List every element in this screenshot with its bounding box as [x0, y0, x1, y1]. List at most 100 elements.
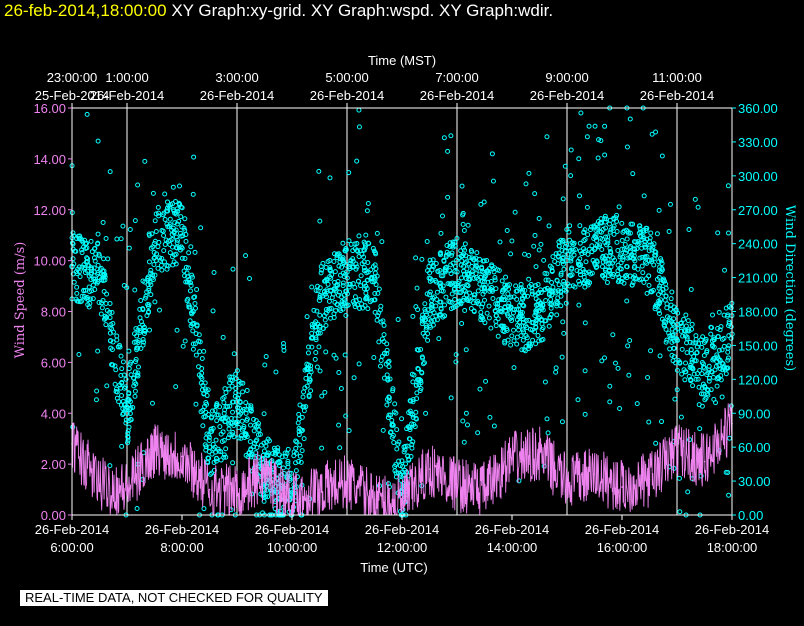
wind-direction-point: [182, 338, 188, 344]
wind-direction-point: [688, 377, 694, 383]
wind-direction-point: [353, 261, 359, 267]
wind-direction-point: [418, 380, 424, 386]
left-axis-label: Wind Speed (m/s): [13, 242, 28, 359]
wind-direction-point: [556, 254, 562, 260]
wind-direction-point: [450, 241, 456, 247]
wind-direction-point: [526, 317, 532, 323]
wind-direction-point: [323, 322, 329, 328]
wind-direction-point: [511, 338, 517, 344]
wind-direction-point: [95, 138, 101, 144]
wind-direction-point: [575, 258, 581, 264]
wind-direction-point: [146, 259, 152, 265]
wind-direction-point: [203, 435, 209, 441]
wind-speed-point: [676, 448, 678, 450]
wind-direction-point: [477, 386, 483, 392]
wind-direction-point: [241, 425, 247, 431]
wind-direction-point: [481, 258, 487, 264]
wind-direction-point: [358, 273, 364, 279]
wind-direction-point: [399, 416, 405, 422]
wind-direction-point: [684, 334, 690, 340]
wind-direction-point: [679, 346, 685, 352]
wind-direction-point: [146, 309, 152, 315]
wind-direction-point: [541, 257, 547, 263]
wind-direction-point: [460, 245, 466, 251]
left-tick-label: 2.00: [41, 457, 66, 472]
wind-direction-point: [502, 338, 508, 344]
wind-direction-point: [293, 460, 299, 466]
wind-direction-point: [627, 245, 633, 251]
wind-direction-point: [229, 383, 235, 389]
wind-direction-point: [192, 305, 198, 311]
wind-direction-point: [355, 278, 361, 284]
wind-direction-point: [588, 224, 594, 230]
wind-direction-point: [276, 462, 282, 468]
wind-direction-point: [677, 360, 683, 366]
wind-direction-point: [512, 209, 518, 215]
wind-direction-point: [506, 282, 512, 288]
wind-direction-point: [336, 370, 342, 376]
wind-direction-point: [384, 397, 390, 403]
wind-direction-point: [607, 399, 613, 405]
wind-direction-point: [656, 274, 662, 280]
wind-direction-point: [615, 262, 621, 268]
wind-direction-point: [346, 284, 352, 290]
wind-direction-point: [559, 419, 565, 425]
wind-direction-point: [562, 163, 568, 169]
wind-direction-point: [723, 371, 729, 377]
wind-direction-point: [469, 255, 475, 261]
wind-direction-point: [667, 315, 673, 321]
wind-direction-point: [438, 299, 444, 305]
wind-direction-point: [230, 460, 236, 466]
wind-direction-point: [112, 381, 118, 387]
wind-direction-point: [704, 391, 710, 397]
wind-direction-point: [162, 241, 168, 247]
wind-direction-point: [682, 377, 688, 383]
wind-direction-point: [336, 263, 342, 269]
wind-direction-point: [654, 231, 660, 237]
wind-direction-point: [231, 434, 237, 440]
wind-direction-point: [642, 259, 648, 265]
plot-frame: [71, 107, 733, 516]
wind-direction-point: [521, 347, 527, 353]
wind-direction-point: [671, 345, 677, 351]
wind-direction-point: [87, 296, 93, 302]
wind-speed-trace: [71, 403, 733, 516]
wind-direction-point: [293, 438, 299, 444]
wind-direction-point: [95, 271, 101, 277]
wind-direction-point: [641, 280, 647, 286]
wind-direction-point: [92, 258, 98, 264]
wind-direction-point: [384, 341, 390, 347]
wind-direction-point: [550, 284, 556, 290]
wind-direction-point: [533, 341, 539, 347]
wind-direction-point: [430, 257, 436, 263]
wind-direction-point: [138, 297, 144, 303]
wind-direction-point: [549, 292, 555, 298]
wind-direction-point: [203, 388, 209, 394]
wind-direction-point: [666, 330, 672, 336]
wind-direction-point: [117, 344, 123, 350]
wind-direction-point: [514, 317, 520, 323]
wind-direction-point: [140, 278, 146, 284]
left-tick-label: 4.00: [41, 406, 66, 421]
wind-direction-point: [582, 278, 588, 284]
wind-direction-point: [537, 287, 543, 293]
left-tick-label: 10.00: [33, 254, 66, 269]
wind-direction-point: [424, 238, 430, 244]
wind-direction-point: [279, 472, 285, 478]
wind-direction-point: [314, 364, 320, 370]
wind-direction-point: [227, 432, 233, 438]
wind-direction-point: [423, 327, 429, 333]
wind-direction-point: [343, 247, 349, 253]
wind-direction-point: [386, 358, 392, 364]
wind-direction-point: [481, 297, 487, 303]
wind-direction-point: [594, 264, 600, 270]
top-tick-time: 5:00:00: [325, 70, 368, 85]
wind-direction-point: [523, 181, 529, 187]
wind-direction-point: [376, 286, 382, 292]
wind-direction-point: [481, 276, 487, 282]
wind-direction-point: [422, 301, 428, 307]
wind-direction-point: [155, 265, 161, 271]
wind-direction-point: [649, 257, 655, 263]
wind-direction-point: [532, 292, 538, 298]
wind-direction-point: [402, 461, 408, 467]
